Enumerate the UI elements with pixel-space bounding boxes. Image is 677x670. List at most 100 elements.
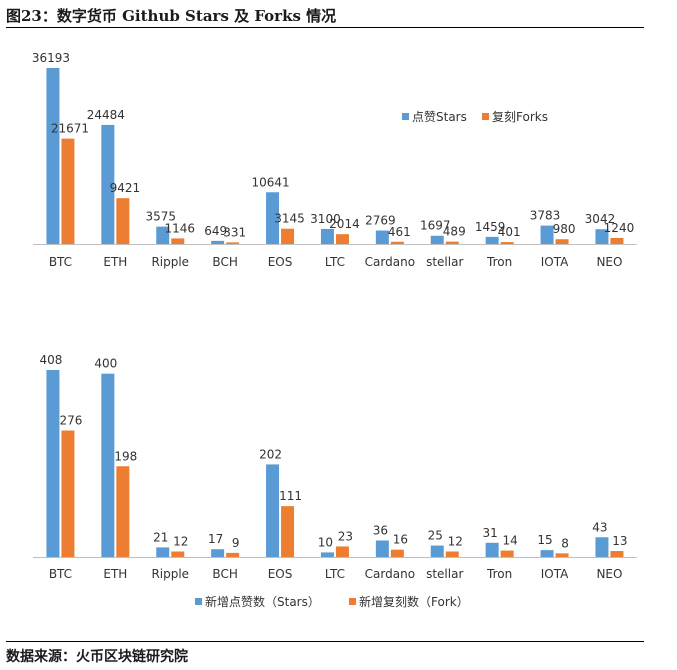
x-tick-label: LTC <box>325 567 345 581</box>
data-label: 2769 <box>365 214 396 228</box>
bar-series2 <box>500 242 514 244</box>
data-label: 3783 <box>530 209 561 223</box>
data-label: 408 <box>39 353 62 367</box>
data-label: 9 <box>232 536 240 550</box>
bar-series2 <box>500 550 514 557</box>
bar-series1 <box>101 373 115 557</box>
bar-series2 <box>445 551 459 557</box>
bar-series1 <box>320 228 334 244</box>
data-label: 17 <box>208 532 223 546</box>
x-tick-label: NEO <box>596 567 622 581</box>
x-tick-label: BCH <box>212 567 237 581</box>
source-rule <box>6 641 644 642</box>
bar-series2 <box>116 466 130 557</box>
bar-series2 <box>390 241 404 244</box>
x-tick-label: ETH <box>103 255 127 269</box>
data-label: 21671 <box>51 122 89 136</box>
data-label: 24484 <box>87 108 125 122</box>
bar-series2 <box>281 506 295 557</box>
data-label: 21 <box>153 530 168 544</box>
x-tick-label: NEO <box>596 255 622 269</box>
x-tick-label: Ripple <box>151 567 189 581</box>
source-note: 数据来源：火币区块链研究院 <box>6 649 188 665</box>
data-label: 649 <box>204 224 227 238</box>
x-tick-label: Tron <box>486 255 512 269</box>
bar-series2 <box>171 238 185 244</box>
data-label: 489 <box>443 225 466 239</box>
data-label: 12 <box>448 535 463 549</box>
legend-swatch <box>349 598 356 605</box>
data-label: 3100 <box>310 212 341 226</box>
bar-series1 <box>266 464 280 557</box>
x-tick-label: stellar <box>426 567 463 581</box>
data-label: 16 <box>393 533 408 547</box>
data-label: 3575 <box>145 210 176 224</box>
x-tick-label: BTC <box>49 255 72 269</box>
legend-label: 点赞Stars <box>412 110 467 124</box>
bar-series2 <box>116 198 130 244</box>
data-label: 31 <box>483 526 498 540</box>
legend-label: 复刻Forks <box>492 110 548 124</box>
x-tick-label: BTC <box>49 567 72 581</box>
bar-series2 <box>335 546 349 557</box>
bar-series2 <box>281 228 295 244</box>
bar-series1 <box>375 540 389 557</box>
bar-series2 <box>61 430 75 557</box>
data-label: 202 <box>259 447 282 461</box>
x-tick-label: BCH <box>212 255 237 269</box>
x-tick-label: IOTA <box>541 567 569 581</box>
bar-series1 <box>430 545 444 557</box>
x-tick-label: ETH <box>103 567 127 581</box>
bar-series1 <box>320 552 334 557</box>
data-label: 461 <box>388 225 411 239</box>
data-label: 36193 <box>32 51 70 65</box>
data-label: 111 <box>279 489 302 503</box>
data-label: 2014 <box>329 217 360 231</box>
x-tick-label: EOS <box>268 567 293 581</box>
bar-series1 <box>485 542 499 557</box>
x-tick-label: Cardano <box>365 567 415 581</box>
legend-swatch <box>402 113 409 120</box>
bar-series1 <box>46 68 60 244</box>
bar-series1 <box>540 550 554 557</box>
data-label: 43 <box>592 520 607 534</box>
x-tick-label: LTC <box>325 255 345 269</box>
data-label: 401 <box>498 225 521 239</box>
data-label: 23 <box>338 529 353 543</box>
bar-series2 <box>171 551 185 557</box>
bar-series2 <box>61 138 75 244</box>
data-label: 13 <box>612 534 627 548</box>
data-label: 25 <box>428 529 443 543</box>
x-tick-label: Cardano <box>365 255 415 269</box>
data-label: 276 <box>59 414 82 428</box>
data-label: 15 <box>537 533 552 547</box>
title-rule <box>6 27 644 28</box>
bar-series2 <box>335 234 349 244</box>
data-label: 36 <box>373 524 388 538</box>
bar-series1 <box>46 370 60 557</box>
bar-series1 <box>375 230 389 244</box>
bar-series1 <box>266 192 280 244</box>
bar-series1 <box>211 549 225 557</box>
bar-series1 <box>156 547 170 557</box>
bar-series2 <box>610 551 624 557</box>
x-tick-label: Ripple <box>151 255 189 269</box>
data-label: 1697 <box>420 219 451 233</box>
data-label: 10 <box>318 535 333 549</box>
data-label: 14 <box>503 534 518 548</box>
bar-series2 <box>226 242 240 244</box>
bar-series2 <box>445 241 459 244</box>
bar-series1 <box>101 124 115 244</box>
figure-title: 图23：数字货币 Github Stars 及 Forks 情况 <box>6 7 337 25</box>
bar-series2 <box>610 237 624 244</box>
data-label: 331 <box>223 225 246 239</box>
bar-series1 <box>595 537 609 557</box>
data-label: 3042 <box>585 212 616 226</box>
legend-label: 新增点赞数（Stars） <box>205 594 320 609</box>
data-label: 1240 <box>604 221 635 235</box>
bar-series1 <box>595 229 609 244</box>
x-tick-label: EOS <box>268 255 293 269</box>
data-label: 1459 <box>475 220 506 234</box>
bar-series2 <box>390 549 404 557</box>
bar-series1 <box>540 225 554 244</box>
